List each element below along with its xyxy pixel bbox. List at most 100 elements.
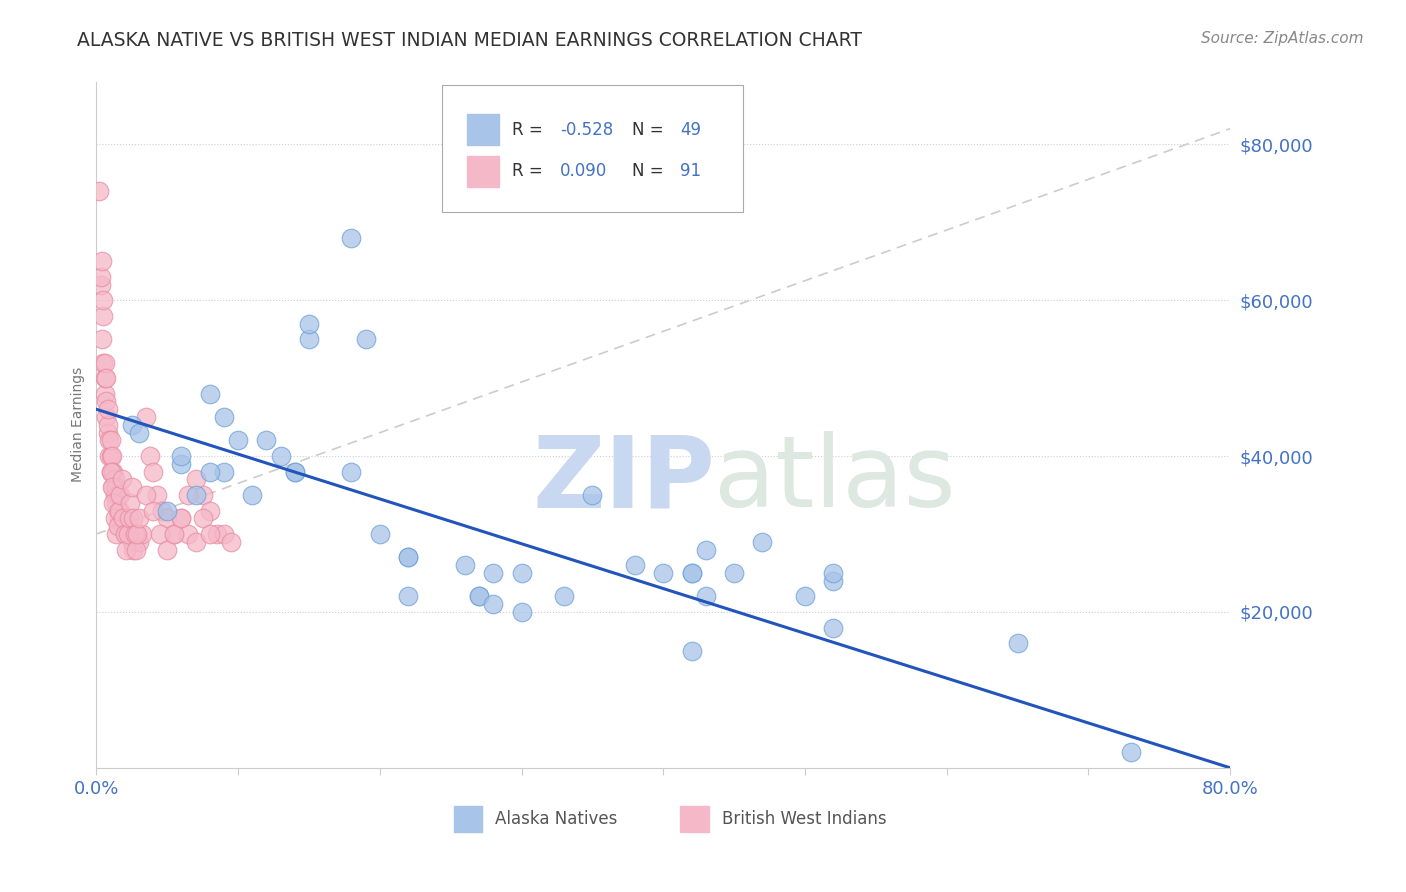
Point	[219, 534, 242, 549]
Point	[128, 425, 150, 440]
Point	[156, 503, 179, 517]
Point	[110, 488, 132, 502]
Point	[184, 534, 207, 549]
Point	[93, 355, 115, 369]
Point	[112, 511, 135, 525]
Point	[121, 417, 143, 432]
Point	[98, 434, 121, 448]
Point	[142, 465, 165, 479]
Point	[96, 371, 118, 385]
Point	[105, 496, 128, 510]
Point	[156, 542, 179, 557]
Point	[97, 417, 120, 432]
Point	[454, 558, 477, 573]
Point	[695, 590, 717, 604]
Point	[107, 519, 129, 533]
Text: -0.528: -0.528	[560, 121, 613, 139]
Point	[103, 480, 125, 494]
Point	[482, 597, 505, 611]
Point	[117, 527, 139, 541]
Point	[652, 566, 675, 580]
Point	[103, 465, 125, 479]
Point	[122, 542, 145, 557]
Point	[93, 309, 115, 323]
Point	[127, 527, 149, 541]
Point	[751, 534, 773, 549]
Y-axis label: Median Earnings: Median Earnings	[72, 368, 86, 483]
Text: 91: 91	[681, 162, 702, 180]
Text: ALASKA NATIVE VS BRITISH WEST INDIAN MEDIAN EARNINGS CORRELATION CHART: ALASKA NATIVE VS BRITISH WEST INDIAN MED…	[77, 31, 862, 50]
Point	[163, 527, 186, 541]
Point	[146, 488, 169, 502]
Point	[205, 527, 228, 541]
Point	[468, 590, 491, 604]
Point	[823, 574, 845, 588]
Point	[823, 566, 845, 580]
Point	[298, 317, 321, 331]
Point	[177, 527, 200, 541]
Point	[101, 480, 124, 494]
Text: ZIP: ZIP	[533, 431, 716, 528]
Point	[340, 465, 363, 479]
Point	[125, 527, 148, 541]
Text: N =: N =	[631, 162, 668, 180]
Point	[794, 590, 817, 604]
Point	[115, 519, 138, 533]
Point	[340, 231, 363, 245]
Text: atlas: atlas	[714, 431, 956, 528]
Point	[1007, 636, 1029, 650]
Point	[135, 410, 157, 425]
Point	[91, 254, 114, 268]
Point	[624, 558, 647, 573]
Point	[96, 410, 118, 425]
Point	[114, 527, 136, 541]
Point	[108, 503, 131, 517]
Point	[284, 465, 307, 479]
Point	[111, 472, 134, 486]
Text: 0.090: 0.090	[560, 162, 607, 180]
Point	[120, 496, 142, 510]
Point	[101, 449, 124, 463]
Point	[111, 511, 134, 525]
Point	[105, 527, 128, 541]
Point	[107, 488, 129, 502]
Point	[114, 527, 136, 541]
Point	[298, 332, 321, 346]
Point	[97, 425, 120, 440]
Point	[90, 269, 112, 284]
Point	[681, 644, 703, 658]
Point	[212, 410, 235, 425]
Point	[270, 449, 292, 463]
Point	[396, 590, 419, 604]
Point	[163, 527, 186, 541]
Point	[170, 511, 193, 525]
Point	[226, 434, 249, 448]
Point	[396, 550, 419, 565]
Point	[131, 527, 153, 541]
Point	[177, 488, 200, 502]
Text: Source: ZipAtlas.com: Source: ZipAtlas.com	[1201, 31, 1364, 46]
Text: R =: R =	[512, 121, 548, 139]
Point	[107, 503, 129, 517]
Point	[104, 488, 127, 502]
Point	[128, 511, 150, 525]
Point	[396, 550, 419, 565]
Point	[112, 519, 135, 533]
Text: British West Indians: British West Indians	[723, 810, 887, 829]
Point	[212, 465, 235, 479]
Point	[100, 465, 122, 479]
Point	[89, 184, 111, 198]
Text: 49: 49	[681, 121, 702, 139]
Point	[695, 542, 717, 557]
Point	[97, 402, 120, 417]
Point	[184, 472, 207, 486]
Point	[100, 465, 122, 479]
Text: N =: N =	[631, 121, 668, 139]
Point	[118, 527, 141, 541]
Bar	[467, 114, 499, 145]
Point	[156, 511, 179, 525]
Point	[94, 355, 117, 369]
Point	[91, 332, 114, 346]
Point	[125, 542, 148, 557]
Point	[198, 386, 221, 401]
